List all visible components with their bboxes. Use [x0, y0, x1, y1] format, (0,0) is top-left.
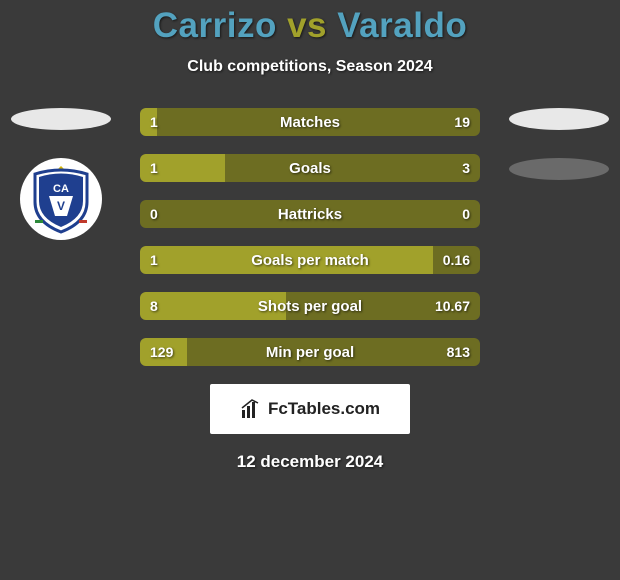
title-player2: Varaldo — [337, 6, 467, 45]
content: CA V 119Matches 13Goals 00Hattricks 10.16Go… — [0, 108, 620, 472]
page-title: Carrizo vs Varaldo — [0, 6, 620, 46]
bar-left — [140, 246, 433, 274]
bar-left — [140, 292, 286, 320]
date-text: 12 december 2024 — [0, 452, 620, 472]
player2-ellipse-2 — [509, 158, 609, 180]
stat-row: 13Goals — [140, 154, 480, 182]
stat-row: 00Hattricks — [140, 200, 480, 228]
left-badges: CA V — [6, 108, 116, 240]
svg-text:V: V — [57, 199, 65, 213]
player1-ellipse — [11, 108, 111, 130]
bar-track — [140, 154, 480, 182]
stat-row: 10.16Goals per match — [140, 246, 480, 274]
header: Carrizo vs Varaldo Club competitions, Se… — [0, 0, 620, 76]
bar-left — [140, 108, 157, 136]
bar-track — [140, 246, 480, 274]
bar-track — [140, 200, 480, 228]
stat-bars: 119Matches 13Goals 00Hattricks 10.16Goals p… — [140, 108, 480, 366]
bar-right — [286, 292, 480, 320]
title-player1: Carrizo — [153, 6, 277, 45]
bar-left — [140, 154, 225, 182]
bar-right — [433, 246, 480, 274]
player1-club-crest: CA V — [20, 158, 102, 240]
stat-row: 129813Min per goal — [140, 338, 480, 366]
brand-text: FcTables.com — [268, 399, 380, 419]
bar-track — [140, 338, 480, 366]
chart-icon — [240, 398, 262, 420]
bar-neutral — [140, 200, 480, 228]
bar-track — [140, 108, 480, 136]
brand-badge: FcTables.com — [210, 384, 410, 434]
title-vs: vs — [287, 6, 327, 45]
bar-left — [140, 338, 187, 366]
bar-right — [187, 338, 480, 366]
bar-right — [225, 154, 480, 182]
bar-track — [140, 292, 480, 320]
stat-row: 119Matches — [140, 108, 480, 136]
right-badges — [504, 108, 614, 208]
player2-ellipse-1 — [509, 108, 609, 130]
shield-icon: CA V — [29, 164, 93, 234]
stat-row: 810.67Shots per goal — [140, 292, 480, 320]
subtitle: Club competitions, Season 2024 — [0, 58, 620, 76]
svg-text:CA: CA — [53, 183, 69, 195]
bar-right — [157, 108, 480, 136]
